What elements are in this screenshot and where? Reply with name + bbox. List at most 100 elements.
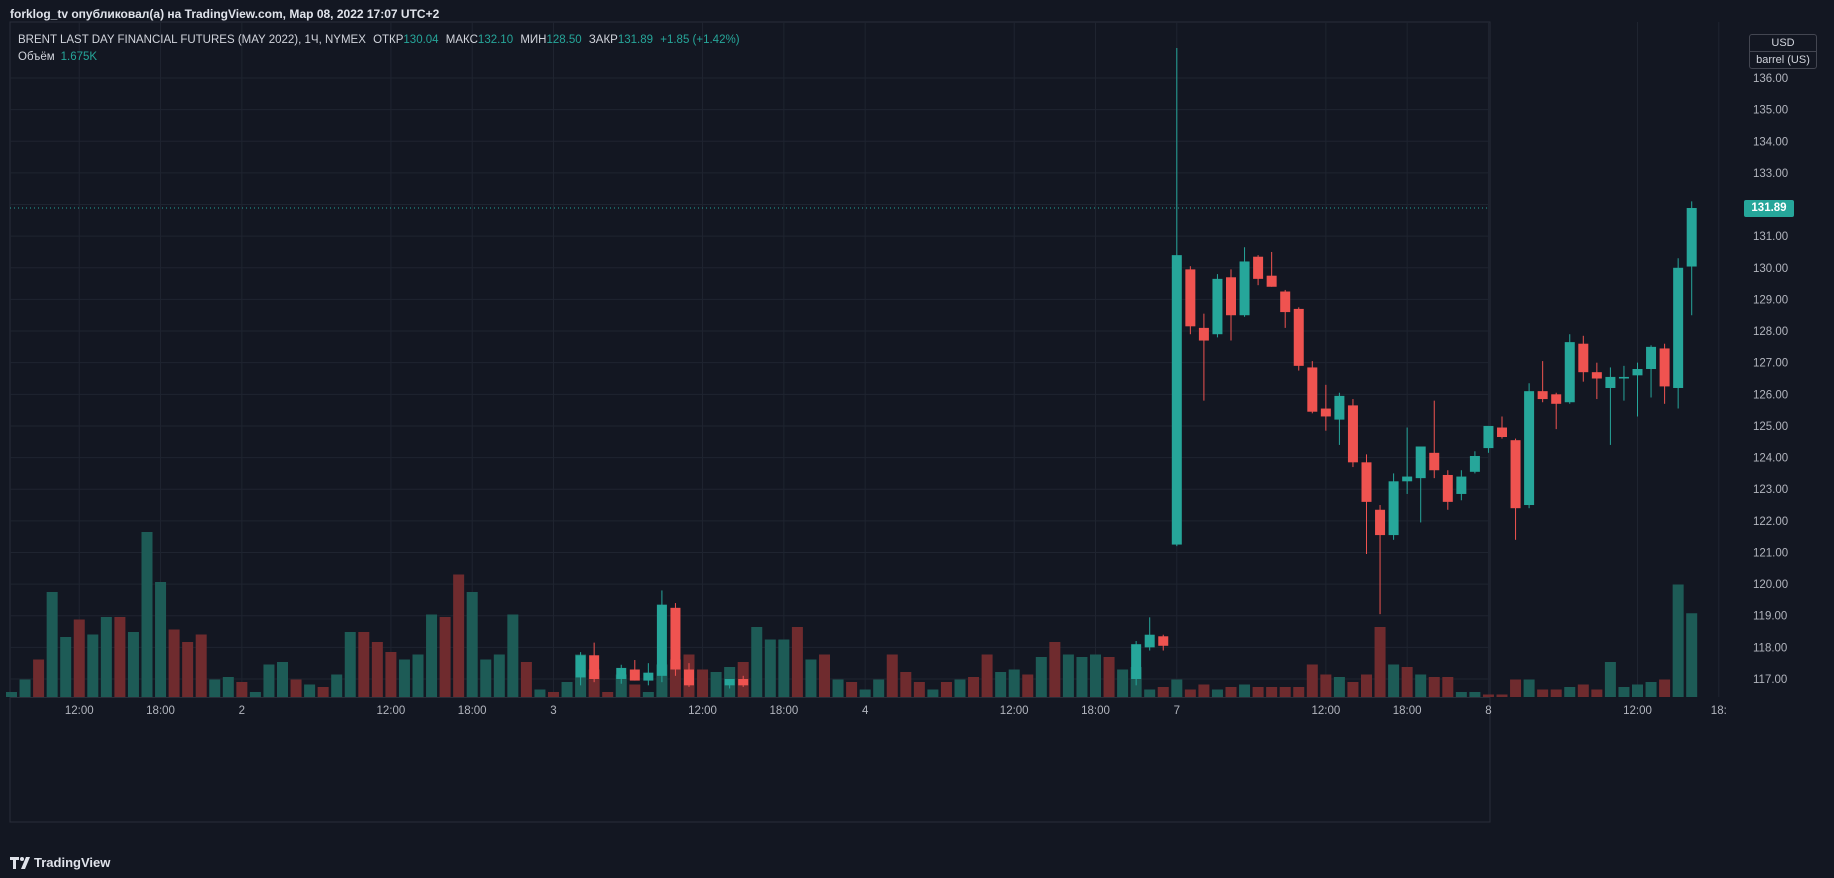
volume-bar [466,592,478,697]
candle-body [1632,369,1643,376]
volume-bar [697,669,709,697]
open-value: 130.04 [403,34,439,46]
candle [1347,399,1358,468]
time-tick-label: 12:00 [65,705,94,717]
volume-label[interactable]: Объём [18,51,55,63]
candle [738,675,749,687]
symbol-title[interactable]: BRENT LAST DAY FINANCIAL FUTURES (MAY 20… [18,34,366,46]
volume-bar [954,679,966,697]
volume-bar [1361,674,1372,697]
currency-unit-box[interactable]: USD barrel (US) [1749,34,1817,69]
volume-bar [764,639,776,697]
volume-bar [1252,687,1264,697]
volume-bar [1157,687,1169,697]
volume-bar [1225,687,1237,697]
candle-body [1266,275,1277,287]
volume-bar [832,679,844,697]
volume-bar [168,629,180,697]
time-tick-label: 12:00 [377,705,406,717]
volume-bar [426,614,438,697]
time-tick-label: 12:00 [1000,705,1029,717]
time-tick-label: 12:00 [1623,705,1652,717]
candle-body [1280,291,1291,313]
volume-bar [1293,687,1305,697]
volume-bar [629,684,641,697]
chart-grid [9,21,1720,823]
candle [1171,47,1182,547]
volume-bar [1428,677,1440,697]
unit-label[interactable]: barrel (US) [1756,54,1810,66]
candle [1483,425,1494,453]
candle [670,603,681,676]
candle [1497,416,1507,439]
close-value: 131.89 [617,34,654,46]
volume-bar [453,574,465,697]
volume-bar [1022,674,1034,697]
volume-bar [602,692,614,697]
candle-body [724,679,735,686]
high-value: 132.10 [477,34,514,46]
candle-body [1171,255,1182,545]
volume-bar [534,689,546,697]
last-price-tag: 131.89 [1744,199,1794,217]
volume-bar [751,627,763,697]
candle-body [1673,267,1684,388]
candle [1226,269,1236,341]
price-tick-label: 128.00 [1753,326,1788,338]
close-label: ЗАКР [588,34,618,46]
volume-value: 1.675K [60,51,98,63]
volume-bar [1482,694,1494,697]
volume-bar [1550,689,1562,697]
candle [1185,266,1196,335]
volume-bar [1618,687,1630,697]
volume-bar [493,654,505,697]
plot-area [9,21,1491,823]
candle [1646,345,1657,398]
candle [1686,201,1697,316]
publish-line: forklog_tv опубликовал(а) на TradingView… [10,7,440,21]
candle-body [629,669,640,681]
volume-bar [1388,664,1400,697]
volume-bar [778,639,790,697]
volume-bar [6,692,17,697]
candle-body [1605,376,1616,388]
price-tick-label: 131.00 [1753,231,1788,243]
candle [1564,334,1575,404]
volume-bar [155,582,167,697]
volume-bar [358,632,370,697]
candle-body [1198,327,1209,341]
candle [616,664,627,684]
candle-body [1524,391,1535,506]
candle-body [1402,476,1413,482]
candle-body [589,655,600,679]
volume-bar [995,672,1007,697]
volume-bar [1171,679,1183,697]
volume-bar [791,627,803,697]
volume-bar [1591,689,1603,697]
currency-label[interactable]: USD [1750,35,1816,52]
candle-body [1334,395,1345,420]
time-tick-label: 18: [1711,705,1727,717]
candle [1551,392,1562,430]
volume-bar [127,632,139,697]
volume-bar [927,689,939,697]
price-tick-label: 133.00 [1753,168,1788,180]
volume-bar [507,614,519,697]
volume-bar [1564,687,1576,697]
tradingview-logo-icon [10,857,30,869]
volume-bar [222,677,234,697]
volume-bar [1374,627,1386,697]
time-tick-label: 4 [862,705,869,717]
volume-bar [1469,692,1481,697]
volume-bar [1144,689,1156,697]
volume-bar [1659,679,1671,697]
candle [684,663,694,687]
volume-bar [1103,657,1115,697]
candle [589,642,600,683]
price-tick-label: 125.00 [1753,421,1788,433]
candle [1293,307,1304,371]
candle-body [1144,634,1155,648]
candle [1591,362,1602,400]
volume-bar [1442,677,1454,697]
price-chart[interactable]: 117.00 118.00 119.00 120.00 121.00 122.00 123.… [0,0,1834,848]
